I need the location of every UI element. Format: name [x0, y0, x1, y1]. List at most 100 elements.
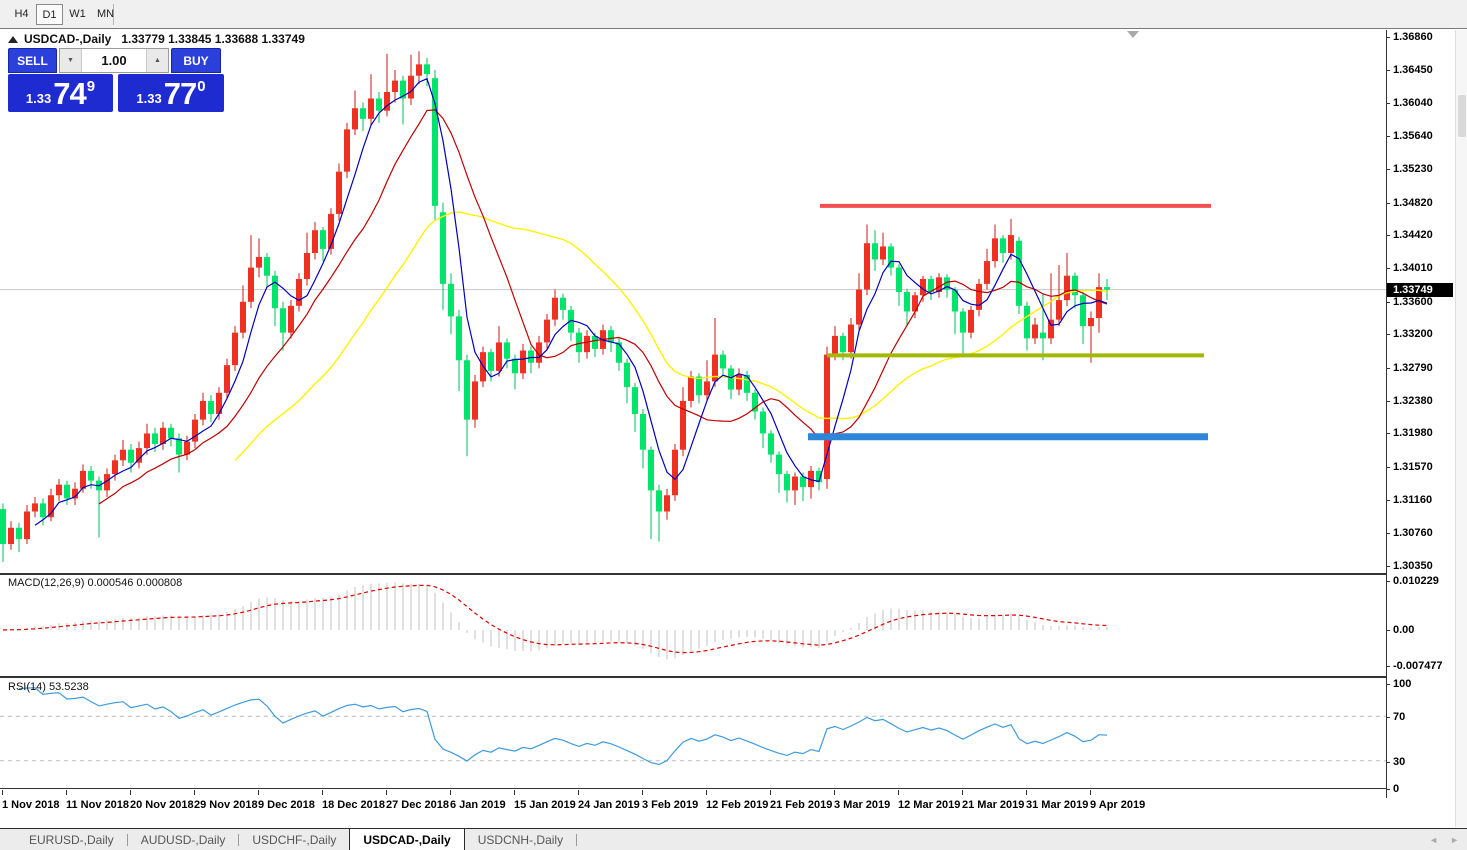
- price-axis[interactable]: 1.33749 1.36860 1.36450 1.36040 1.35640 1.35…: [1386, 30, 1455, 827]
- time-axis-tick: [258, 790, 259, 795]
- time-axis-label: 29 Nov 2018: [194, 799, 258, 811]
- time-axis-label: 21 Feb 2019: [770, 799, 833, 811]
- price-axis-label: 1.32380: [1393, 394, 1433, 407]
- price-axis-tick: [1386, 466, 1390, 468]
- rsi-pane[interactable]: [0, 678, 1386, 788]
- price-axis-label: 1.33200: [1393, 328, 1433, 341]
- tab-scroll-right-icon[interactable]: ►: [1450, 835, 1459, 845]
- timeframe-tab-h4[interactable]: H4: [14, 8, 29, 20]
- price-axis-tick: [1386, 70, 1390, 72]
- time-axis-tick: [66, 790, 67, 795]
- time-axis-label: 1 Nov 2018: [2, 799, 60, 811]
- macd-pane[interactable]: [0, 575, 1386, 676]
- tab-separator: [126, 833, 128, 846]
- chart-tab-audusd[interactable]: AUDUSD-,Daily: [140, 832, 226, 847]
- tab-separator: [238, 833, 240, 846]
- time-axis-tick: [834, 790, 835, 795]
- buy-price-small: 1.33: [136, 91, 162, 106]
- time-axis-tick: [1026, 790, 1027, 795]
- time-axis-tick: [514, 790, 515, 795]
- chart-symbol-title: USDCAD-,Daily: [24, 32, 112, 46]
- vertical-scrollbar[interactable]: [1455, 30, 1467, 827]
- current-price-tag: 1.33749: [1387, 282, 1453, 297]
- scrollbar-thumb[interactable]: [1458, 95, 1466, 137]
- price-axis-label: 1.30760: [1393, 526, 1433, 539]
- time-axis-label: 20 Nov 2018: [130, 799, 194, 811]
- time-axis-tick: [130, 790, 131, 795]
- price-axis-label: 1.34010: [1393, 262, 1433, 275]
- toolbar-separator: [113, 4, 114, 25]
- price-axis-label: 1.31160: [1393, 494, 1433, 507]
- timeframe-tab-mn[interactable]: MN: [96, 8, 115, 20]
- rsi-label: RSI(14) 53.5238: [8, 681, 89, 693]
- time-axis-label: 3 Mar 2019: [834, 799, 891, 811]
- time-axis-label: 9 Dec 2018: [258, 799, 315, 811]
- indicator-axis-label: 100: [1393, 678, 1412, 690]
- one-click-trade-panel: SELL ▼ ▲ BUY 1.33 74 9 1.33 77 0: [8, 48, 224, 112]
- time-axis-label: 9 Apr 2019: [1090, 799, 1146, 811]
- time-axis-tick: [450, 790, 451, 795]
- chart-window: USDCAD-,Daily 1.33779 1.33845 1.33688 1.…: [0, 30, 1467, 827]
- sell-quote-box[interactable]: 1.33 74 9: [8, 74, 113, 112]
- time-axis-border: [0, 788, 1386, 789]
- time-axis-tick: [642, 790, 643, 795]
- collapse-arrow-icon[interactable]: [8, 35, 18, 43]
- time-axis-label: 3 Feb 2019: [642, 799, 699, 811]
- sell-price-small: 1.33: [25, 91, 52, 106]
- chart-nav-arrow-icon[interactable]: [1127, 31, 1139, 38]
- indicator-axis-tick: [1386, 666, 1390, 667]
- price-axis-label: 1.31980: [1393, 427, 1433, 440]
- macd-label: MACD(12,26,9) 0.000546 0.000808: [8, 577, 183, 589]
- timeframe-toolbar: H4 D1 W1 MN: [0, 0, 1467, 29]
- price-axis-label: 1.32790: [1393, 361, 1433, 374]
- price-axis-label: 1.34420: [1393, 229, 1433, 242]
- indicator-axis-tick: [1386, 684, 1390, 685]
- time-axis-label: 12 Mar 2019: [898, 799, 961, 811]
- buy-price-big: 77: [163, 76, 197, 111]
- price-axis-tick: [1386, 433, 1390, 435]
- buy-button[interactable]: BUY: [171, 48, 221, 73]
- price-axis-tick: [1386, 400, 1390, 402]
- timeframe-tab-d1[interactable]: D1: [36, 4, 63, 25]
- price-pane[interactable]: [0, 30, 1386, 573]
- time-axis-tick: [578, 790, 579, 795]
- volume-stepper: ▼ ▲: [59, 48, 169, 73]
- pane-separator[interactable]: [0, 573, 1386, 575]
- price-axis-tick: [1386, 103, 1390, 105]
- sell-price-big: 74: [53, 76, 86, 111]
- buy-quote-box[interactable]: 1.33 77 0: [118, 74, 224, 112]
- price-axis-tick: [1386, 169, 1390, 171]
- chart-tab-usdchf[interactable]: USDCHF-,Daily: [252, 832, 337, 847]
- indicator-axis-label: 30: [1393, 756, 1406, 768]
- price-axis-label: 1.35640: [1393, 129, 1433, 142]
- tab-scroll-left-icon[interactable]: ◄: [1429, 835, 1439, 845]
- chart-tab-bar: EURUSD-,Daily AUDUSD-,Daily USDCHF-,Daily U…: [0, 828, 1467, 850]
- sell-price-sup: 9: [86, 78, 96, 95]
- price-axis-tick: [1386, 235, 1390, 237]
- time-axis-tick: [706, 790, 707, 795]
- timeframe-tab-w1[interactable]: W1: [69, 8, 86, 20]
- price-axis-tick: [1386, 301, 1390, 303]
- time-axis-tick: [194, 790, 195, 795]
- time-axis-label: 12 Feb 2019: [706, 799, 769, 811]
- time-axis[interactable]: 1 Nov 2018 11 Nov 2018 20 Nov 2018 29 Nov 2…: [0, 790, 1386, 827]
- chart-tab-usdcnh[interactable]: USDCNH-,Daily: [477, 832, 564, 847]
- price-axis-label: 1.33600: [1393, 295, 1433, 308]
- price-axis-label: 1.35230: [1393, 163, 1433, 176]
- volume-input[interactable]: [82, 49, 146, 72]
- time-axis-label: 27 Dec 2018: [386, 799, 449, 811]
- volume-up-button[interactable]: ▲: [146, 49, 168, 72]
- time-axis-label: 11 Nov 2018: [66, 799, 129, 811]
- chart-tab-usdcad[interactable]: USDCAD-,Daily: [349, 828, 465, 850]
- price-axis-tick: [1386, 268, 1390, 270]
- indicator-axis-label: 0: [1393, 783, 1400, 795]
- buy-price-sup: 0: [197, 78, 206, 95]
- pane-separator[interactable]: [0, 676, 1386, 678]
- time-axis-label: 15 Jan 2019: [514, 799, 576, 811]
- sell-button[interactable]: SELL: [8, 48, 57, 73]
- price-axis-label: 1.31570: [1393, 460, 1433, 473]
- volume-down-button[interactable]: ▼: [60, 49, 82, 72]
- chart-tab-eurusd[interactable]: EURUSD-,Daily: [29, 832, 114, 847]
- price-axis-tick: [1386, 565, 1390, 567]
